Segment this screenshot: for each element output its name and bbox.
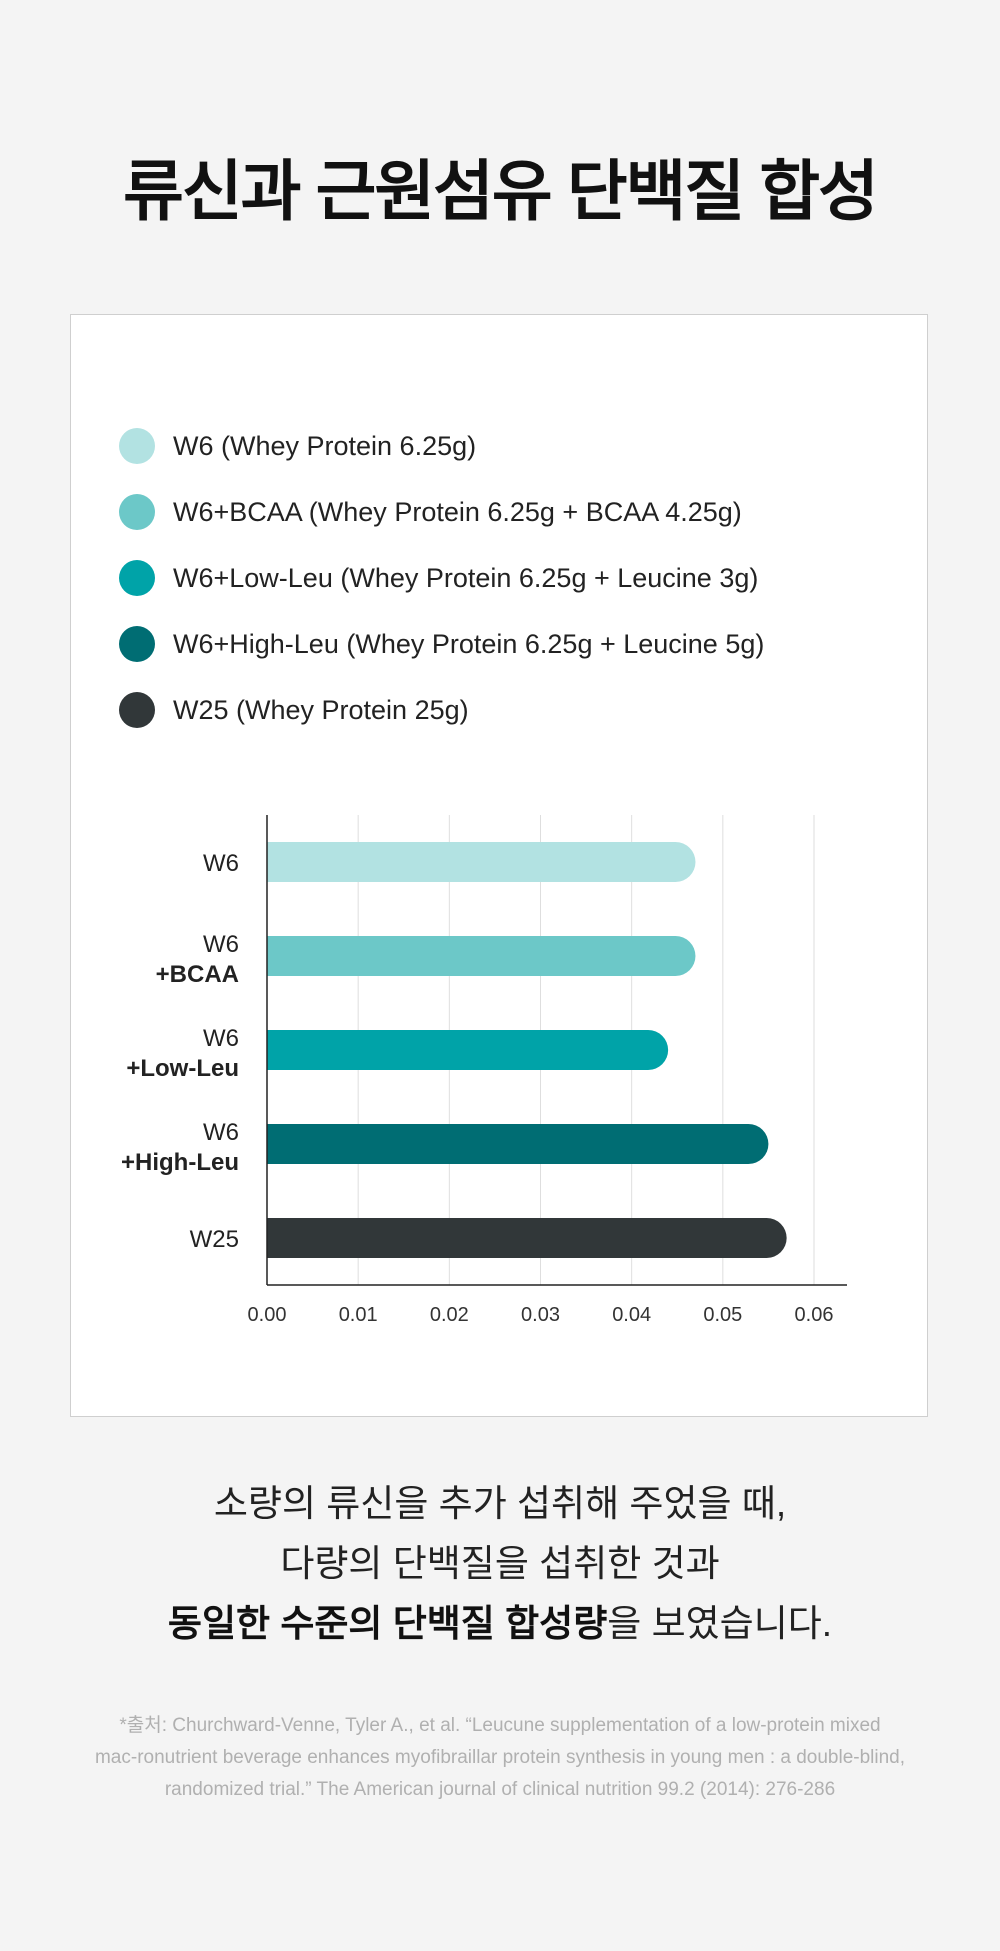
legend-label: W6+High-Leu (Whey Protein 6.25g + Leucin…	[173, 628, 765, 659]
page-title: 류신과 근원섬유 단백질 합성	[123, 154, 879, 228]
x-tick-label: 0.02	[430, 1304, 469, 1326]
legend-item: W6+High-Leu (Whey Protein 6.25g + Leucin…	[119, 611, 764, 677]
x-tick-label: 0.03	[521, 1304, 560, 1326]
y-tick-label: W6	[203, 1119, 239, 1146]
caption-line-1: 소량의 류신을 추가 섭취해 주었을 때,	[213, 1483, 787, 1524]
x-tick-label: 0.06	[795, 1304, 834, 1326]
chart-legend: W6 (Whey Protein 6.25g) W6+BCAA (Whey Pro…	[119, 413, 764, 743]
bar	[267, 1030, 669, 1070]
bar	[267, 842, 696, 882]
y-tick-label: W6	[203, 850, 239, 877]
source-line-3: randomized trial.” The American journal …	[164, 1779, 836, 1800]
bar	[267, 936, 696, 976]
y-tick-label: W25	[190, 1226, 239, 1253]
caption-line-3: 동일한 수준의 단백질 합성량을 보였습니다.	[0, 1594, 1000, 1654]
legend-item: W6 (Whey Protein 6.25g)	[119, 413, 764, 479]
legend-item: W6+BCAA (Whey Protein 6.25g + BCAA 4.25g…	[119, 479, 764, 545]
x-tick-label: 0.05	[703, 1304, 742, 1326]
source-line-2: mac-ronutrient beverage enhances myofibr…	[94, 1747, 906, 1768]
legend-label: W6+Low-Leu (Whey Protein 6.25g + Leucine…	[173, 562, 759, 593]
legend-label: W25 (Whey Protein 25g)	[173, 694, 469, 725]
y-tick-label: +Low-Leu	[126, 1055, 239, 1082]
bar	[267, 1124, 769, 1164]
caption-line-2: 다량의 단백질을 섭취한 것과	[280, 1543, 720, 1584]
legend-label: W6+BCAA (Whey Protein 6.25g + BCAA 4.25g…	[173, 496, 742, 527]
source-line-1: *출처: Churchward-Venne, Tyler A., et al. …	[119, 1715, 881, 1736]
y-tick-label: +BCAA	[156, 961, 239, 988]
y-tick-label: W6	[203, 1025, 239, 1052]
caption-highlight: 동일한 수준의 단백질 합성량	[167, 1603, 608, 1644]
y-tick-label: W6	[203, 931, 239, 958]
x-tick-label: 0.04	[612, 1304, 651, 1326]
legend-item: W6+Low-Leu (Whey Protein 6.25g + Leucine…	[119, 545, 764, 611]
legend-swatch-icon	[119, 626, 155, 662]
x-tick-label: 0.01	[339, 1304, 378, 1326]
legend-swatch-icon	[119, 560, 155, 596]
caption-line-3-rest: 을 보였습니다.	[607, 1603, 833, 1644]
x-tick-label: 0.00	[248, 1304, 287, 1326]
bar	[267, 1218, 787, 1258]
source-citation: *출처: Churchward-Venne, Tyler A., et al. …	[0, 1710, 1000, 1806]
bar-chart: 0.00 0.01 0.02 0.03 0.04 0.05 0.06 W6 W6 +BCAA W6 +…	[121, 815, 847, 1326]
legend-label: W6 (Whey Protein 6.25g)	[173, 430, 477, 461]
legend-swatch-icon	[119, 692, 155, 728]
legend-item: W25 (Whey Protein 25g)	[119, 677, 764, 743]
y-tick-label: +High-Leu	[121, 1149, 239, 1176]
caption: 소량의 류신을 추가 섭취해 주었을 때, 다량의 단백질을 섭취한 것과 동일…	[0, 1474, 1000, 1654]
chart-card: W6 (Whey Protein 6.25g) W6+BCAA (Whey Pro…	[70, 314, 928, 1417]
legend-swatch-icon	[119, 428, 155, 464]
legend-swatch-icon	[119, 494, 155, 530]
